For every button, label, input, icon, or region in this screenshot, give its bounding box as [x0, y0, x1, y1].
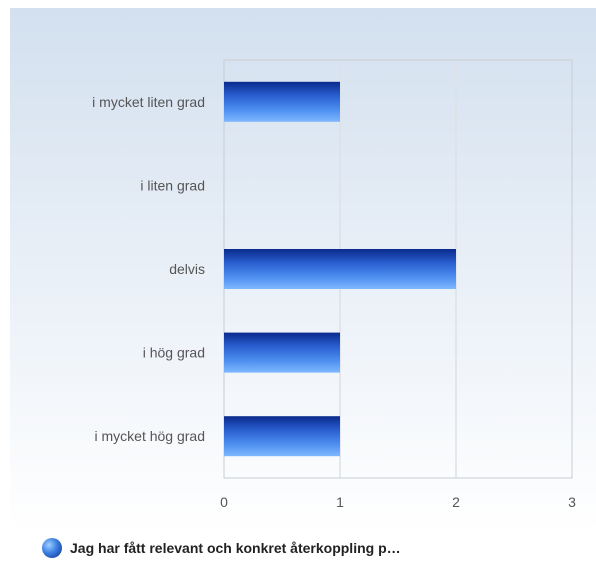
legend-label: Jag har fått relevant och konkret återko…	[70, 540, 401, 556]
category-label: i mycket hög grad	[95, 428, 206, 444]
legend-marker-icon	[42, 538, 62, 558]
bars	[224, 81, 456, 457]
category-labels: i mycket liten grad i liten grad delvis i h…	[92, 94, 205, 444]
category-label: i liten grad	[140, 177, 205, 193]
category-label: i hög grad	[143, 345, 205, 361]
x-tick-label: 3	[568, 494, 576, 510]
bar	[224, 332, 340, 373]
x-tick-label: 2	[452, 494, 460, 510]
bar	[224, 416, 340, 457]
x-tick-label: 1	[336, 494, 344, 510]
legend: Jag har fått relevant och konkret återko…	[42, 538, 401, 558]
category-label: i mycket liten grad	[92, 94, 205, 110]
x-tick-labels: 0 1 2 3	[220, 494, 576, 510]
category-label: delvis	[169, 261, 205, 277]
x-tick-label: 0	[220, 494, 228, 510]
bar	[224, 81, 340, 122]
bar	[224, 249, 456, 289]
